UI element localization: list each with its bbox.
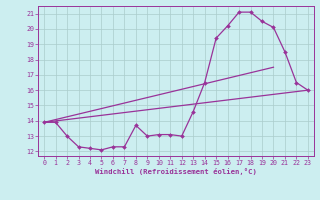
- X-axis label: Windchill (Refroidissement éolien,°C): Windchill (Refroidissement éolien,°C): [95, 168, 257, 175]
